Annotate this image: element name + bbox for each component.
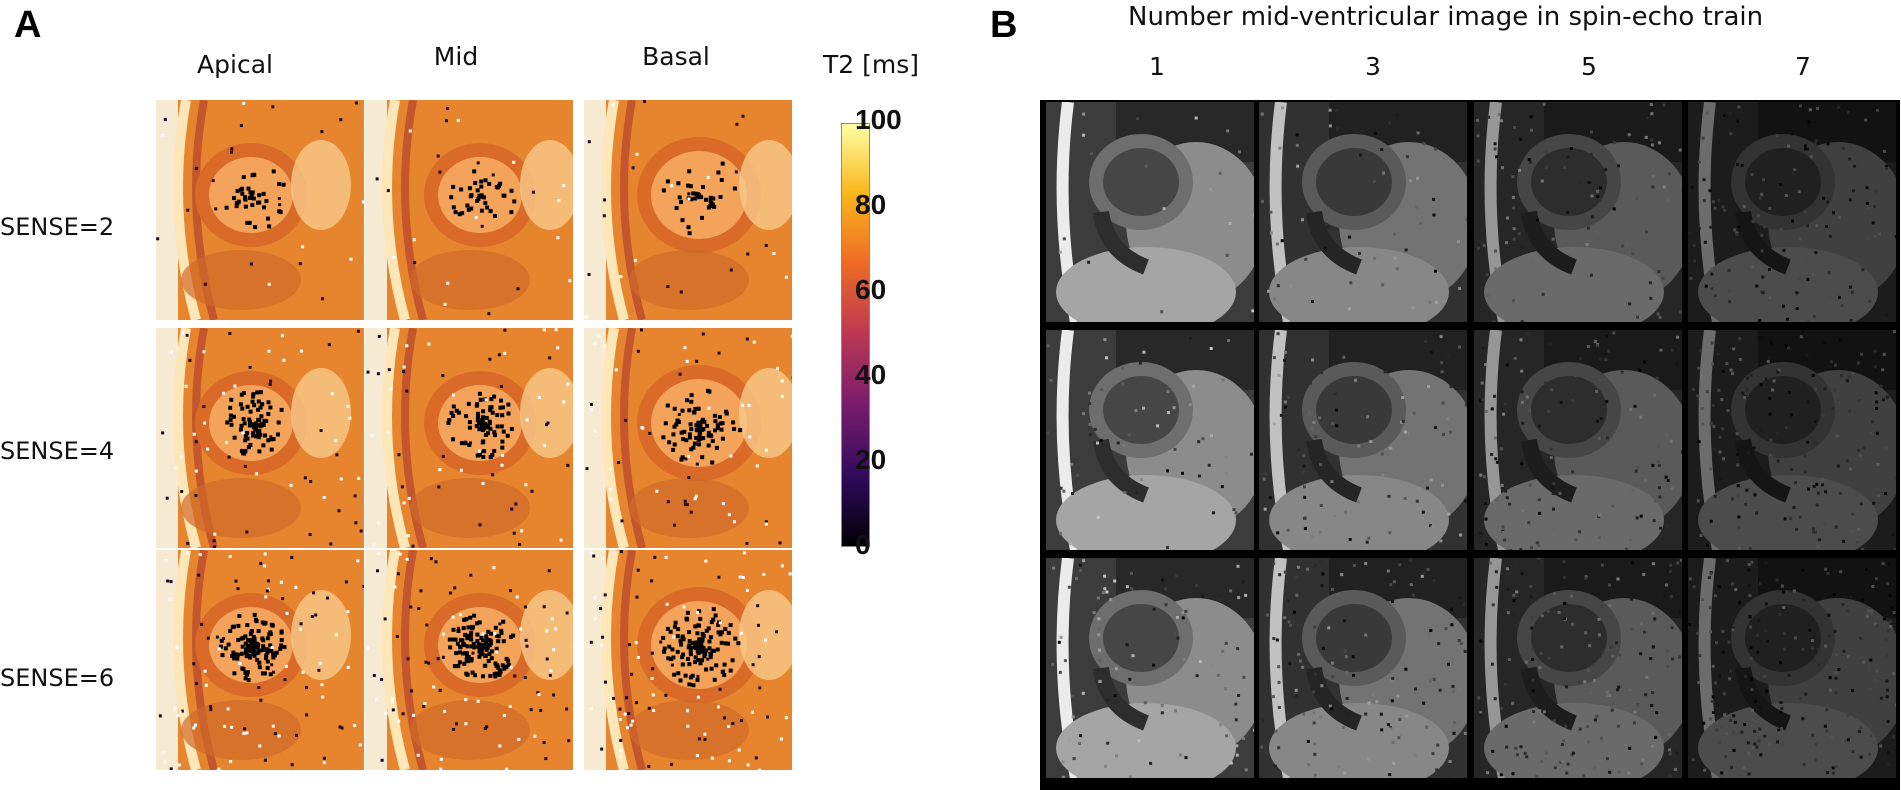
column-header-basal: Basal <box>586 42 766 71</box>
echo-column-1: 1 <box>1067 52 1247 81</box>
spin-echo-image-r1-e5 <box>1474 102 1682 322</box>
colorbar-tick-40: 40 <box>855 359 886 391</box>
row-header-sense4: SENSE=4 <box>0 437 114 465</box>
colorbar-label: T2 [ms] <box>823 50 919 79</box>
colorbar-tick-80: 80 <box>855 189 886 221</box>
panel-a-letter: A <box>14 4 41 47</box>
spin-echo-image-r1-e1 <box>1046 102 1254 322</box>
spin-echo-image-r2-e7 <box>1688 330 1896 550</box>
t2-map-apical-sense6 <box>156 550 364 770</box>
colorbar-tick-60: 60 <box>855 274 886 306</box>
spin-echo-image-r2-e5 <box>1474 330 1682 550</box>
row-header-sense6: SENSE=6 <box>0 664 114 692</box>
colorbar-tick-20: 20 <box>855 444 886 476</box>
spin-echo-image-r3-e1 <box>1046 558 1254 778</box>
t2-map-mid-sense6 <box>365 550 573 770</box>
spin-echo-image-r2-e1 <box>1046 330 1254 550</box>
panel-b-letter: B <box>990 4 1017 47</box>
column-header-mid: Mid <box>366 42 546 71</box>
spin-echo-image-r1-e7 <box>1688 102 1896 322</box>
echo-column-3: 3 <box>1283 52 1463 81</box>
spin-echo-image-r3-e7 <box>1688 558 1896 778</box>
t2-map-basal-sense6 <box>584 550 792 770</box>
column-header-apical: Apical <box>145 50 325 79</box>
spin-echo-image-r3-e5 <box>1474 558 1682 778</box>
spin-echo-image-r1-e3 <box>1259 102 1467 322</box>
row-header-sense2: SENSE=2 <box>0 213 114 241</box>
panel-b-title: Number mid-ventricular image in spin-ech… <box>1128 2 1763 32</box>
t2-map-basal-sense2 <box>584 100 792 320</box>
spin-echo-image-r3-e3 <box>1259 558 1467 778</box>
t2-map-apical-sense2 <box>156 100 364 320</box>
colorbar-tick-100: 100 <box>855 104 902 136</box>
t2-map-apical-sense4 <box>156 328 364 548</box>
t2-map-mid-sense4 <box>365 328 573 548</box>
echo-column-5: 5 <box>1499 52 1679 81</box>
t2-map-basal-sense4 <box>584 328 792 548</box>
spin-echo-image-r2-e3 <box>1259 330 1467 550</box>
colorbar-tick-0: 0 <box>855 529 871 561</box>
t2-colorbar <box>841 123 870 547</box>
t2-map-mid-sense2 <box>365 100 573 320</box>
echo-column-7: 7 <box>1713 52 1893 81</box>
